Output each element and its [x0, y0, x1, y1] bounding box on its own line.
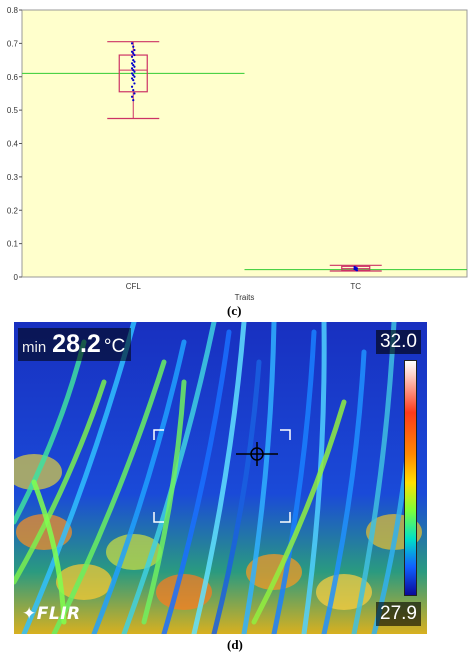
- data-point: [355, 269, 359, 272]
- data-point: [130, 50, 134, 53]
- leaf-blade: [161, 329, 232, 634]
- leaf-blade: [21, 322, 137, 634]
- data-point: [132, 68, 135, 72]
- box-plot-chart: 0 0.1 0.2 0.3 0.4 0.5 0.6 0.7 0.8 CFL TC Traits: [7, 6, 468, 302]
- panel-label-d: (d): [227, 637, 243, 652]
- data-point: [132, 89, 135, 92]
- y-tick-label: 0.7: [7, 39, 19, 48]
- flir-logo-icon: ✦: [22, 604, 37, 624]
- leaf-blade: [251, 399, 347, 625]
- data-point: [132, 45, 135, 48]
- y-tick-label: 0.3: [7, 173, 19, 182]
- leaf-blade: [321, 349, 367, 634]
- temperature-unit: °C: [103, 336, 126, 357]
- data-point: [132, 63, 135, 67]
- data-point: [133, 82, 136, 85]
- data-point: [130, 72, 134, 75]
- frame-corner: [280, 512, 291, 523]
- frame-corner: [280, 429, 291, 440]
- data-point: [133, 70, 136, 73]
- data-point: [132, 73, 135, 77]
- temperature-scale-bar: [404, 360, 417, 596]
- leaf-blade: [241, 322, 277, 634]
- leaf-blade: [141, 379, 187, 625]
- box-iqr: [118, 54, 148, 93]
- data-point: [133, 92, 136, 95]
- data-point: [130, 62, 134, 65]
- data-point: [130, 95, 134, 98]
- plot-area: [21, 9, 468, 278]
- leaf-blade: [14, 339, 87, 525]
- scale-max-value: 32.0: [376, 330, 421, 354]
- data-point: [133, 53, 136, 57]
- y-tick-label: 0.1: [7, 240, 19, 249]
- x-tick-label: TC: [350, 282, 361, 291]
- scale-min-value: 27.9: [376, 602, 421, 626]
- leaf-blade: [351, 322, 397, 634]
- y-tick-label: 0: [14, 273, 19, 282]
- warm-region: [16, 514, 72, 550]
- thermal-image: min 28.2 °C 32.0 27.9 ✦FLIR: [14, 322, 427, 634]
- data-point: [132, 78, 135, 82]
- data-point: [130, 85, 134, 88]
- data-point: [132, 58, 135, 62]
- data-point: [133, 65, 136, 68]
- leaf-blade: [31, 479, 67, 625]
- leaf-blade: [211, 359, 262, 634]
- leaf-blade: [14, 379, 107, 585]
- frame-corner: [153, 512, 164, 523]
- data-point: [132, 52, 135, 55]
- leaf-blade: [191, 322, 247, 634]
- y-tick-label: 0.2: [7, 206, 19, 215]
- x-tick-label: CFL: [126, 282, 142, 291]
- y-tick-label: 0.8: [7, 6, 19, 15]
- flir-logo: ✦FLIR: [22, 604, 81, 624]
- thermal-scene: [14, 322, 427, 634]
- data-point: [133, 60, 136, 63]
- leaf-blade: [51, 359, 167, 634]
- min-temperature-value: 28.2: [52, 330, 101, 358]
- x-axis-label: Traits: [235, 293, 255, 302]
- y-tick-label: 0.5: [7, 106, 19, 115]
- leaf-blade: [271, 329, 317, 634]
- data-point: [133, 75, 136, 78]
- min-temperature-readout: min 28.2 °C: [18, 328, 132, 361]
- data-point: [130, 67, 134, 70]
- data-point: [130, 55, 134, 58]
- warm-region: [56, 564, 112, 600]
- data-point: [132, 99, 135, 102]
- panel-label-c: (c): [227, 303, 242, 318]
- flir-logo-text: FLIR: [36, 604, 81, 624]
- y-tick-label: 0.6: [7, 73, 19, 82]
- frame-corner: [153, 429, 164, 440]
- data-point: [133, 48, 136, 52]
- data-point: [130, 77, 134, 80]
- y-tick-label: 0.4: [7, 140, 19, 149]
- data-point: [130, 42, 134, 45]
- warm-region: [156, 574, 212, 610]
- min-label: min: [22, 339, 47, 356]
- leaf-blade: [91, 339, 187, 634]
